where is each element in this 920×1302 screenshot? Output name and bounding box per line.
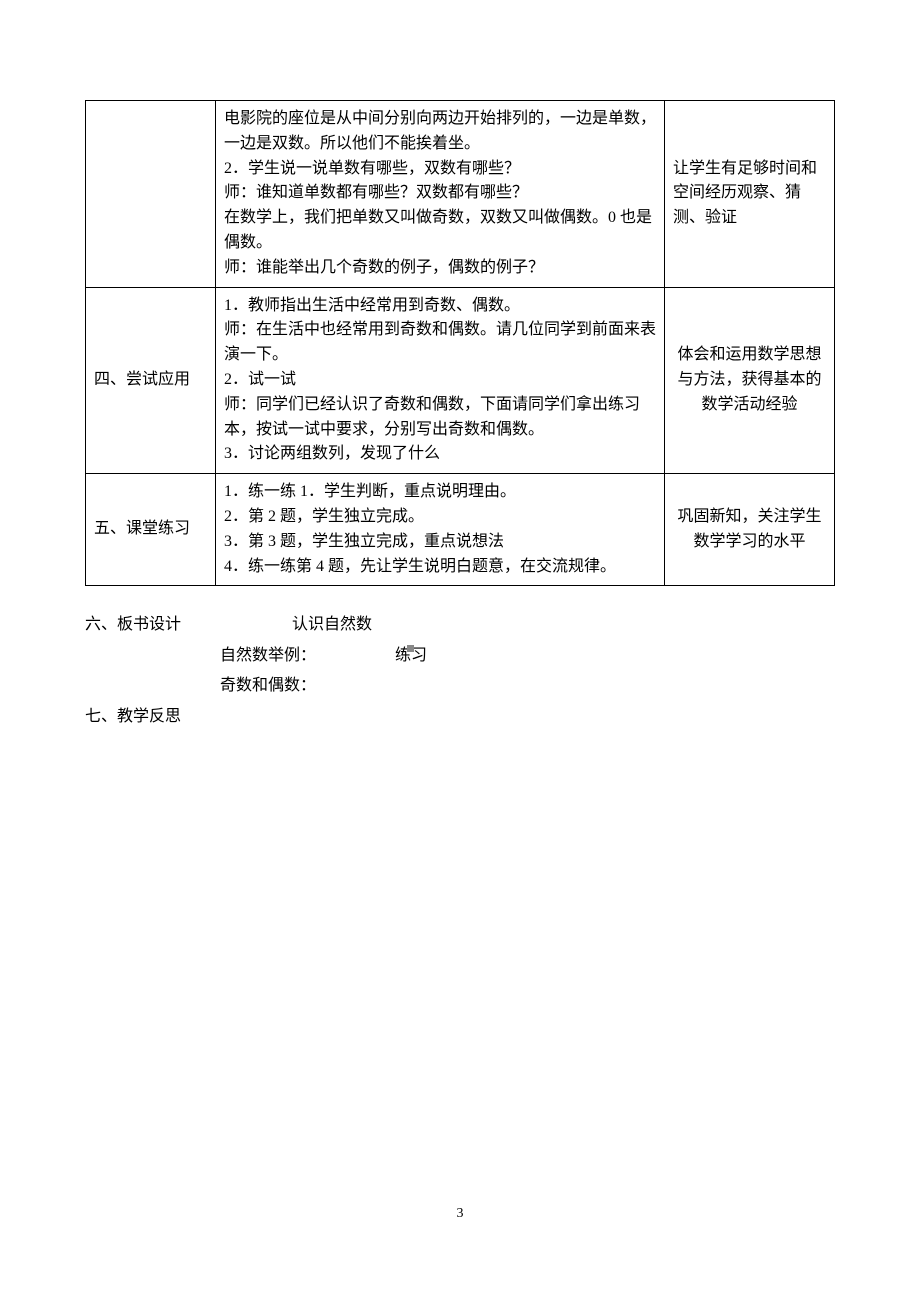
reflection-row: 七、教学反思	[85, 702, 835, 732]
table-row: 电影院的座位是从中间分别向两边开始排列的，一边是单数，一边是双数。所以他们不能挨…	[86, 101, 835, 288]
row-objective-cell: 体会和运用数学思想与方法，获得基本的数学活动经验	[665, 287, 835, 474]
post-table-section: 六、板书设计 认识自然数 自然数举例： 练习 奇数和偶数： 七、教学反思	[85, 610, 835, 732]
section-label: 七、教学反思	[85, 702, 220, 732]
table-row: 五、课堂练习 1．练一练 1．学生判断，重点说明理由。 2．第 2 题，学生独立…	[86, 474, 835, 586]
row-objective-cell: 巩固新知，关注学生数学学习的水平	[665, 474, 835, 586]
board-title: 认识自然数	[220, 610, 835, 640]
row-content-cell: 1．教师指出生活中经常用到奇数、偶数。 师：在生活中也经常用到奇数和偶数。请几位…	[216, 287, 665, 474]
board-design-row: 六、板书设计 认识自然数 自然数举例： 练习 奇数和偶数：	[85, 610, 835, 701]
row-content-cell: 电影院的座位是从中间分别向两边开始排列的，一边是单数，一边是双数。所以他们不能挨…	[216, 101, 665, 288]
row-label-cell	[86, 101, 216, 288]
section-label: 六、板书设计	[85, 610, 220, 701]
lesson-plan-table: 电影院的座位是从中间分别向两边开始排列的，一边是单数，一边是双数。所以他们不能挨…	[85, 100, 835, 586]
table-row: 四、尝试应用 1．教师指出生活中经常用到奇数、偶数。 师：在生活中也经常用到奇数…	[86, 287, 835, 474]
row-content-cell: 1．练一练 1．学生判断，重点说明理由。 2．第 2 题，学生独立完成。 3．第…	[216, 474, 665, 586]
marker-icon	[407, 645, 414, 652]
page-number: 3	[0, 1206, 920, 1222]
row-label-cell: 四、尝试应用	[86, 287, 216, 474]
board-item: 奇数和偶数：	[220, 671, 835, 701]
row-objective-cell: 让学生有足够时间和空间经历观察、猜测、验证	[665, 101, 835, 288]
row-label-cell: 五、课堂练习	[86, 474, 216, 586]
board-item-left: 自然数举例：	[220, 641, 395, 671]
section-content: 认识自然数 自然数举例： 练习 奇数和偶数：	[220, 610, 835, 701]
